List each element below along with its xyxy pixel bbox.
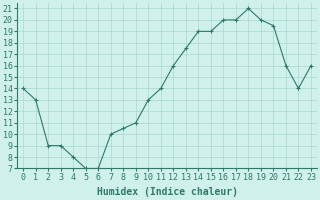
X-axis label: Humidex (Indice chaleur): Humidex (Indice chaleur) (97, 187, 237, 197)
